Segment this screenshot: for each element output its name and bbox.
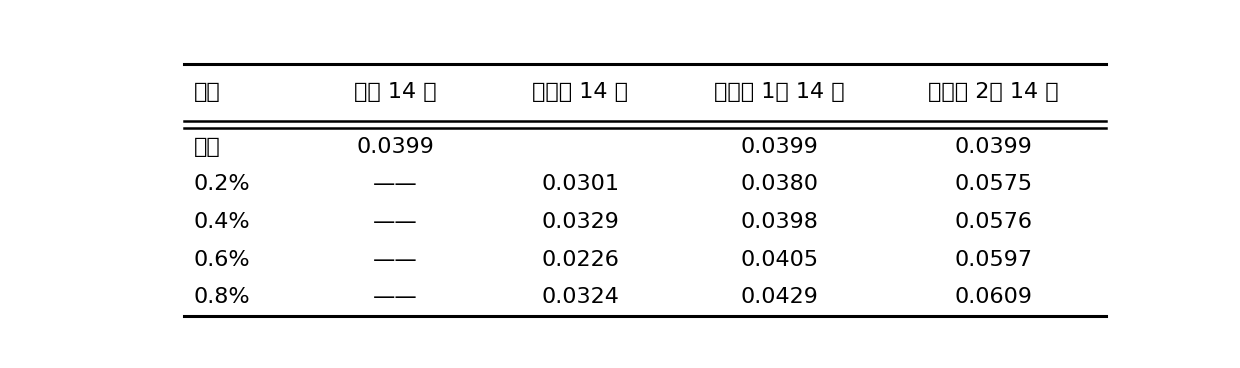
Text: 0.8%: 0.8% [193,287,250,307]
Text: 空白: 空白 [193,137,221,157]
Text: 0.0399: 0.0399 [740,137,818,157]
Text: 0.4%: 0.4% [193,212,250,232]
Text: ——: —— [373,250,418,270]
Text: 0.0324: 0.0324 [542,287,619,307]
Text: 0.6%: 0.6% [193,250,250,270]
Text: 0.0380: 0.0380 [740,174,818,194]
Text: ——: —— [373,174,418,194]
Text: 0.0399: 0.0399 [955,137,1033,157]
Text: 实验组 14 天: 实验组 14 天 [532,82,629,102]
Text: 0.0398: 0.0398 [740,212,818,232]
Text: 0.0399: 0.0399 [356,137,434,157]
Text: 编号: 编号 [193,82,221,102]
Text: ——: —— [373,287,418,307]
Text: 0.0609: 0.0609 [955,287,1033,307]
Text: 0.0226: 0.0226 [542,250,619,270]
Text: 0.0576: 0.0576 [955,212,1033,232]
Text: 0.0405: 0.0405 [740,250,818,270]
Text: 0.2%: 0.2% [193,174,250,194]
Text: 对比例 1： 14 天: 对比例 1： 14 天 [714,82,844,102]
Text: 0.0429: 0.0429 [740,287,818,307]
Text: 0.0301: 0.0301 [541,174,619,194]
Text: ——: —— [373,212,418,232]
Text: 0.0329: 0.0329 [542,212,619,232]
Text: 0.0575: 0.0575 [955,174,1033,194]
Text: 对比例 2： 14 天: 对比例 2： 14 天 [929,82,1059,102]
Text: 空白 14 天: 空白 14 天 [353,82,436,102]
Text: 0.0597: 0.0597 [955,250,1033,270]
